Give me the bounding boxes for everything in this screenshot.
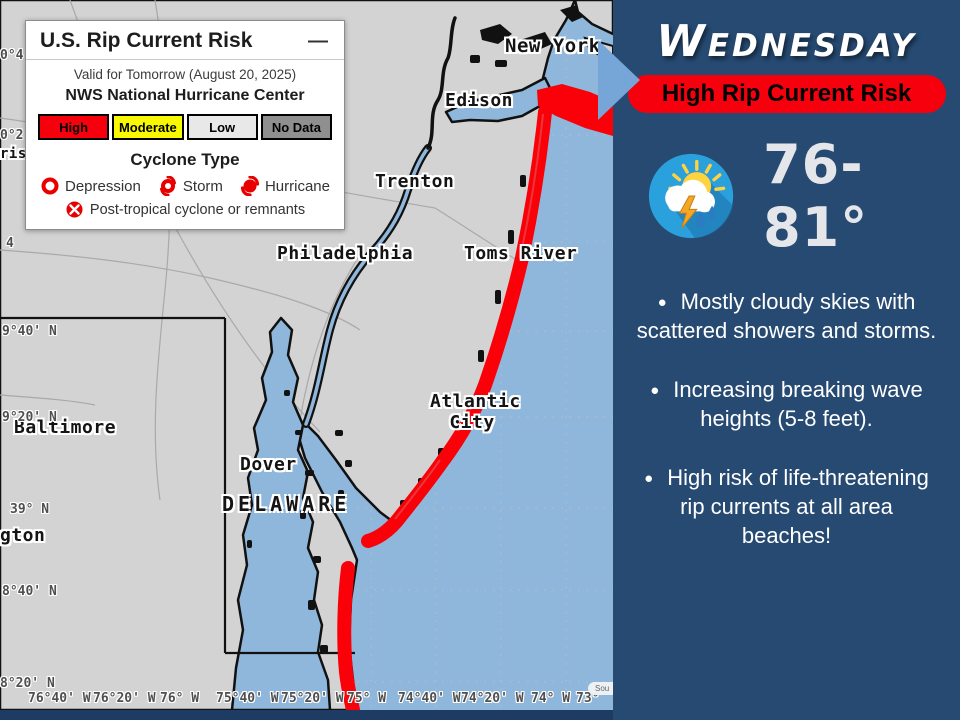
legend-collapse-button[interactable]: — [308, 30, 328, 52]
bullet-dot: ● [657, 294, 667, 311]
cyclone-depression-item: Depression [40, 176, 141, 196]
risk-level-low: Low [186, 114, 258, 140]
risk-level-no-data: No Data [260, 114, 332, 140]
thunderstorm-icon [648, 153, 734, 239]
map-label-trenton: Trenton [375, 171, 455, 192]
cyclone-storm-item: Storm [158, 176, 223, 196]
risk-scale: High Moderate Low No Data [38, 114, 332, 140]
forecast-bullets: ● Mostly cloudy skies with scattered show… [613, 287, 960, 550]
map-label-new-york: New York [505, 35, 601, 57]
map-label-ris: ris [0, 146, 27, 162]
lon-label: 74° W [531, 691, 571, 706]
cyclone-hurricane-label: Hurricane [264, 177, 330, 195]
lat-label: 0°4 [0, 48, 24, 63]
state-label-delaware: DELAWARE [222, 492, 351, 516]
lon-label: 76° W [160, 691, 200, 706]
cyclone-storm-label: Storm [182, 177, 223, 195]
lat-label: 0°2 [0, 128, 24, 143]
cyclone-depression-label: Depression [65, 177, 141, 195]
lon-label: 75°20' W [281, 691, 344, 706]
bullet-dot: ● [644, 470, 654, 488]
risk-banner: High Rip Current Risk [627, 75, 946, 113]
legend-source-text: NWS National Hurricane Center [65, 87, 305, 104]
forecast-sidebar: Wednesday High Rip Current Risk [613, 0, 960, 720]
lon-label: 76°40' W [28, 691, 91, 706]
map-label-dover: Dover [240, 454, 297, 475]
lat-label: 9°40' N [2, 324, 57, 339]
lat-label: 39° N [10, 502, 50, 517]
risk-level-moderate: Moderate [112, 114, 184, 140]
lon-label: 74°20' W [461, 691, 524, 706]
map-label-gton: gton [0, 525, 46, 546]
map-label-edison: Edison [445, 90, 514, 111]
map-label-toms-river: Toms River [464, 243, 578, 264]
lon-label: 74°40' W [398, 691, 461, 706]
legend-panel: U.S. Rip Current Risk — Valid for Tomorr… [25, 20, 345, 230]
cyclone-type-heading: Cyclone Type [130, 150, 240, 169]
cyclone-hurricane-item: Hurricane [240, 176, 330, 196]
temperature-range: 76-81° [763, 133, 869, 259]
chevron-right-icon [598, 40, 640, 120]
hurricane-icon [240, 176, 260, 196]
legend-valid-text: Valid for Tomorrow (August 20, 2025) [73, 67, 297, 82]
legend-title: U.S. Rip Current Risk [40, 29, 253, 52]
storm-icon [159, 176, 176, 196]
post-tropical-label: Post-tropical cyclone or remnants [89, 201, 306, 218]
map-label-philadelphia: Philadelphia [277, 243, 414, 264]
risk-level-high: High [38, 114, 110, 140]
depression-icon [41, 177, 59, 195]
post-tropical-icon [66, 201, 83, 218]
lon-label: 75° W [347, 691, 387, 706]
day-heading: Wednesday [656, 16, 917, 67]
map-label-atlantic-city: Atlantic City [430, 391, 521, 433]
lat-label: 8°40' N [2, 584, 57, 599]
forecast-bullet-3: ● High risk of life-threatening rip curre… [644, 465, 929, 549]
forecast-bullet-2: ● Increasing breaking wave heights (5-8 f… [650, 377, 923, 432]
lon-label: 76°20' W [93, 691, 156, 706]
lat-label: 4 [6, 236, 14, 251]
lat-label: 9°20' N [2, 410, 57, 425]
bullet-dot: ● [650, 382, 660, 400]
lat-label: 8°20' N [0, 676, 55, 691]
post-tropical-item: Post-tropical cyclone or remnants [26, 196, 344, 229]
forecast-bullet-1: ● Mostly cloudy skies with scattered show… [636, 289, 937, 344]
lon-label: 75°40' W [216, 691, 279, 706]
map-source-button[interactable]: Sou [588, 682, 613, 695]
map-label-baltimore: Baltimore [14, 417, 117, 438]
